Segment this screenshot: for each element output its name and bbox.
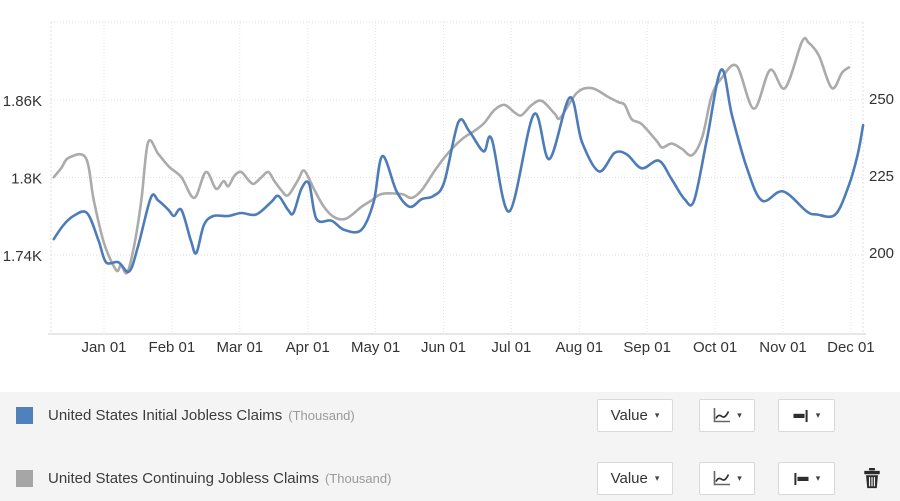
trash-icon [864,468,880,489]
caret-down-icon: ▾ [737,473,742,483]
x-axis-tick-label: Apr 01 [286,339,330,356]
line-chart-icon [713,408,731,423]
series-swatch-continuing-claims[interactable] [16,470,33,487]
series-unit: (Thousand) [288,408,355,423]
legend-panel: United States Initial Jobless Claims (Th… [0,392,900,501]
x-axis-tick-label: Jul 01 [491,339,531,356]
left-axis-tick-label: 1.86K [3,93,42,110]
initial-claims-line [52,68,865,274]
left-axis-tick-label: 1.8K [11,170,42,187]
continuing-claims-line [52,36,851,275]
series-unit: (Thousand) [324,471,392,486]
x-axis-tick-label: Jun 01 [421,339,466,356]
legend-row-continuing-claims: United States Continuing Jobless Claims … [0,462,900,495]
x-axis-tick-label: Nov 01 [759,339,807,356]
series-label-continuing-claims: United States Continuing Jobless Claims … [48,462,391,495]
caret-down-icon: ▾ [737,410,742,420]
x-axis-tick-label: Sep 01 [623,339,671,356]
chart-type-dropdown[interactable]: ▾ [699,462,755,495]
x-axis-tick-label: Aug 01 [556,339,604,356]
line-chart-icon [713,471,731,486]
x-axis-tick-label: Dec 01 [827,339,875,356]
chart-plot-area[interactable]: 1.86K 1.8K 1.74K 250 225 200 Jan 01 Feb 01 Mar 0… [0,0,900,392]
value-dropdown-label: Value [610,470,648,487]
right-axis-tick-label: 200 [869,245,894,262]
caret-down-icon: ▾ [815,473,821,483]
caret-down-icon: ▾ [654,473,660,483]
caret-down-icon: ▾ [654,410,660,420]
x-axis-tick-label: May 01 [351,339,400,356]
series-swatch-initial-claims[interactable] [16,407,33,424]
right-axis-icon [793,409,808,422]
axis-side-dropdown[interactable]: ▾ [778,462,835,495]
delete-series-button[interactable] [860,467,884,493]
x-axis-tick-label: Feb 01 [149,339,196,356]
value-dropdown[interactable]: Value ▾ [597,462,673,495]
chart-type-dropdown[interactable]: ▾ [699,399,755,432]
value-dropdown-label: Value [610,407,648,424]
series-name: United States Initial Jobless Claims [48,407,283,424]
axis-side-dropdown[interactable]: ▾ [778,399,835,432]
value-dropdown[interactable]: Value ▾ [597,399,673,432]
right-axis-tick-label: 250 [869,91,894,108]
left-axis-icon [794,472,809,485]
caret-down-icon: ▾ [815,410,821,420]
x-axis-tick-label: Mar 01 [216,339,263,356]
series-name: United States Continuing Jobless Claims [48,470,319,487]
series-label-initial-claims: United States Initial Jobless Claims (Th… [48,399,355,432]
x-axis-tick-label: Jan 01 [81,339,126,356]
right-axis-tick-label: 225 [869,168,894,185]
x-axis-tick-label: Oct 01 [693,339,737,356]
left-axis-tick-label: 1.74K [3,248,42,265]
axis-labels: 1.86K 1.8K 1.74K 250 225 200 Jan 01 Feb 01 Mar 0… [3,91,894,356]
legend-row-initial-claims: United States Initial Jobless Claims (Th… [0,399,900,432]
grid-lines [48,21,866,335]
